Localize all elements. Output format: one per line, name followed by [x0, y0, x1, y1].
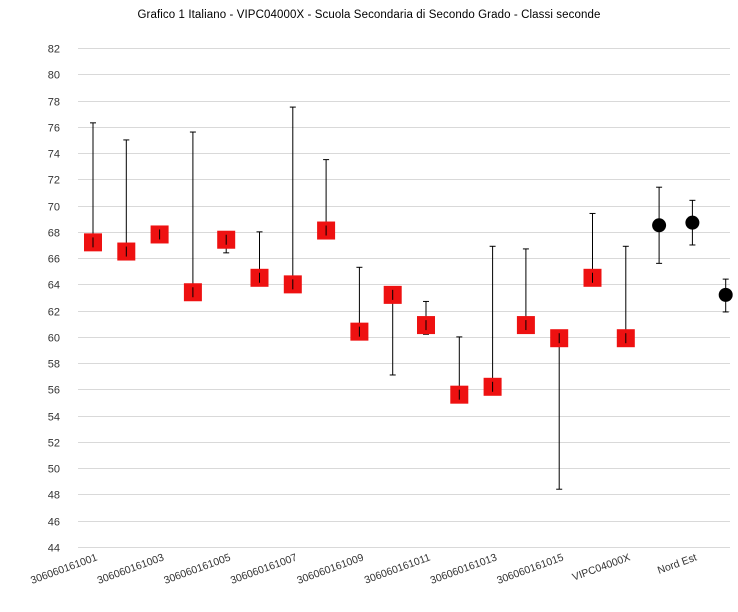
x-tick-label: VIPC04000X — [571, 552, 632, 584]
y-tick-label: 52 — [48, 438, 60, 450]
x-tick-label: 306060161009 — [295, 551, 365, 586]
y-tick-label: 44 — [48, 543, 60, 555]
x-axis-ticks: 3060601610013060601610033060601610053060… — [29, 551, 698, 586]
y-tick-label: 48 — [48, 490, 60, 502]
x-tick-label: 306060161001 — [29, 551, 99, 586]
x-tick-label: 306060161015 — [495, 551, 565, 586]
y-tick-label: 68 — [48, 228, 60, 240]
y-tick-label: 76 — [48, 123, 60, 135]
y-tick-label: 46 — [48, 517, 60, 529]
y-tick-label: 74 — [48, 149, 60, 161]
y-tick-label: 60 — [48, 333, 60, 345]
y-tick-label: 62 — [48, 307, 60, 319]
x-tick-label: Nord Est — [656, 552, 699, 577]
x-tick-label: 306060161013 — [429, 551, 499, 586]
data-point-circle — [685, 215, 700, 230]
data-point-circle — [718, 287, 733, 302]
chart-title: Grafico 1 Italiano - VIPC04000X - Scuola… — [137, 9, 601, 21]
x-tick-label: 306060161003 — [96, 551, 166, 586]
y-tick-label: 70 — [48, 202, 60, 214]
y-tick-label: 78 — [48, 97, 60, 109]
y-tick-label: 82 — [48, 44, 60, 56]
y-tick-label: 54 — [48, 412, 60, 424]
y-tick-label: 64 — [48, 280, 60, 292]
y-tick-label: 66 — [48, 254, 60, 266]
y-tick-label: 56 — [48, 385, 60, 397]
y-tick-label: 72 — [48, 175, 60, 187]
y-axis-ticks: 44 46 48 50 52 54 56 58 60 62 64 66 68 70 72 74 76 78 80 82 — [48, 44, 60, 555]
gridlines — [78, 48, 730, 548]
y-tick-label: 58 — [48, 359, 60, 371]
y-tick-label: 80 — [48, 70, 60, 82]
x-tick-label: 306060161005 — [162, 551, 232, 586]
y-tick-label: 50 — [48, 464, 60, 476]
data-markers — [84, 215, 733, 404]
x-tick-label: 306060161007 — [229, 551, 299, 586]
x-tick-label: 306060161011 — [363, 551, 432, 586]
data-point-circle — [652, 218, 667, 233]
